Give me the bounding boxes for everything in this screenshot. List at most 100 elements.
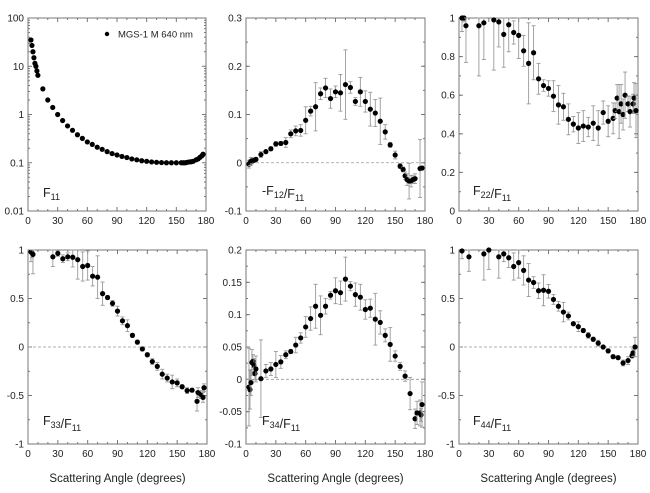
x-tick-label: 0: [243, 449, 249, 460]
x-tick-label: 60: [82, 216, 94, 227]
data-point: [258, 151, 264, 158]
data-point: [30, 251, 36, 257]
data-point: [65, 254, 71, 260]
data-point: [600, 344, 606, 350]
label-subscript: 33: [51, 420, 61, 430]
data-point: [400, 166, 406, 173]
data-point: [109, 300, 116, 306]
data-point: [298, 127, 304, 134]
y-tick-label: 0.1: [10, 158, 24, 169]
data-point: [293, 342, 299, 348]
data-point: [352, 292, 358, 298]
data-point: [308, 108, 314, 114]
y-tick-label: 0.3: [228, 14, 242, 25]
panel-label: -F12/F11: [262, 184, 304, 203]
data-point: [595, 125, 601, 131]
data-point: [45, 97, 51, 103]
data-point: [535, 288, 542, 294]
data-point: [273, 361, 279, 368]
y-tick-label: 0.1: [228, 310, 242, 321]
data-point: [134, 157, 140, 163]
x-tick-label: 90: [111, 216, 123, 227]
data-point: [372, 316, 378, 322]
data-point: [632, 344, 638, 350]
data-point: [124, 323, 131, 329]
data-point: [201, 385, 207, 391]
y-tick-label: 1: [18, 110, 24, 121]
label-subscript: 11: [72, 423, 81, 433]
x-tick-label: 30: [483, 449, 495, 460]
data-point: [342, 276, 349, 282]
data-point: [352, 98, 358, 105]
data-point: [258, 376, 264, 382]
data-point: [194, 398, 200, 404]
data-point: [60, 117, 66, 124]
data-point: [347, 283, 354, 289]
label-text: F: [473, 414, 481, 428]
data-point: [610, 354, 616, 360]
data-point: [614, 95, 620, 101]
label-text: F: [262, 414, 270, 428]
data-point: [174, 380, 180, 386]
data-point: [144, 352, 150, 358]
data-point: [322, 303, 329, 309]
x-tick-label: 120: [570, 449, 587, 460]
x-tick-label: 90: [330, 216, 342, 227]
panel-5: 0 30 60 90 120 150 180 -0.1 -0.05 0 0.05 0.1 0.15 0.2…: [219, 246, 434, 486]
x-tick-label: 180: [198, 216, 215, 227]
data-point: [263, 149, 269, 155]
label-subscript: 11: [295, 193, 304, 203]
data-point: [530, 50, 537, 56]
data-point: [248, 379, 254, 386]
data-point: [633, 108, 639, 114]
data-point: [516, 32, 522, 38]
label-text: /F: [280, 417, 291, 431]
data-point: [407, 390, 413, 397]
data-point: [317, 91, 324, 97]
data-point: [387, 341, 393, 348]
data-point: [169, 379, 175, 385]
data-point: [402, 173, 408, 179]
data-point: [463, 23, 469, 29]
data-point: [476, 23, 482, 29]
y-tick-label: -0.1: [225, 207, 243, 218]
data-point: [278, 359, 284, 365]
data-point: [74, 132, 81, 138]
data-point: [69, 127, 76, 133]
data-point: [575, 125, 581, 131]
x-tick-label: 180: [417, 449, 434, 460]
x-tick-label: 120: [357, 449, 374, 460]
x-tick-label: 150: [600, 449, 617, 460]
y-tick-label: -1: [446, 440, 455, 451]
data-point: [501, 251, 507, 257]
data-point: [90, 273, 96, 279]
data-point: [184, 388, 190, 394]
data-point: [322, 85, 329, 91]
data-point: [377, 118, 383, 124]
data-point: [251, 362, 257, 368]
data-point: [377, 319, 383, 326]
data-point: [590, 120, 596, 126]
data-point: [119, 318, 126, 324]
data-point: [149, 358, 155, 365]
data-point: [605, 348, 611, 354]
data-point: [392, 152, 398, 158]
data-point: [313, 303, 319, 309]
data-point: [200, 394, 206, 401]
data-point: [159, 371, 165, 377]
label-subscript: 44: [481, 420, 491, 430]
data-point: [34, 68, 40, 74]
data-point: [372, 110, 378, 116]
y-tick-label: 1: [449, 14, 455, 25]
data-point: [397, 363, 403, 369]
data-point: [560, 104, 567, 110]
data-point: [28, 37, 34, 43]
data-point: [511, 29, 517, 36]
data-point: [139, 158, 145, 164]
x-tick-label: 150: [387, 216, 404, 227]
data-point: [580, 123, 586, 129]
panel-label: F44/F11: [473, 414, 511, 433]
data-point: [40, 86, 46, 92]
data-point: [31, 55, 37, 61]
plot-frame: [245, 17, 426, 212]
